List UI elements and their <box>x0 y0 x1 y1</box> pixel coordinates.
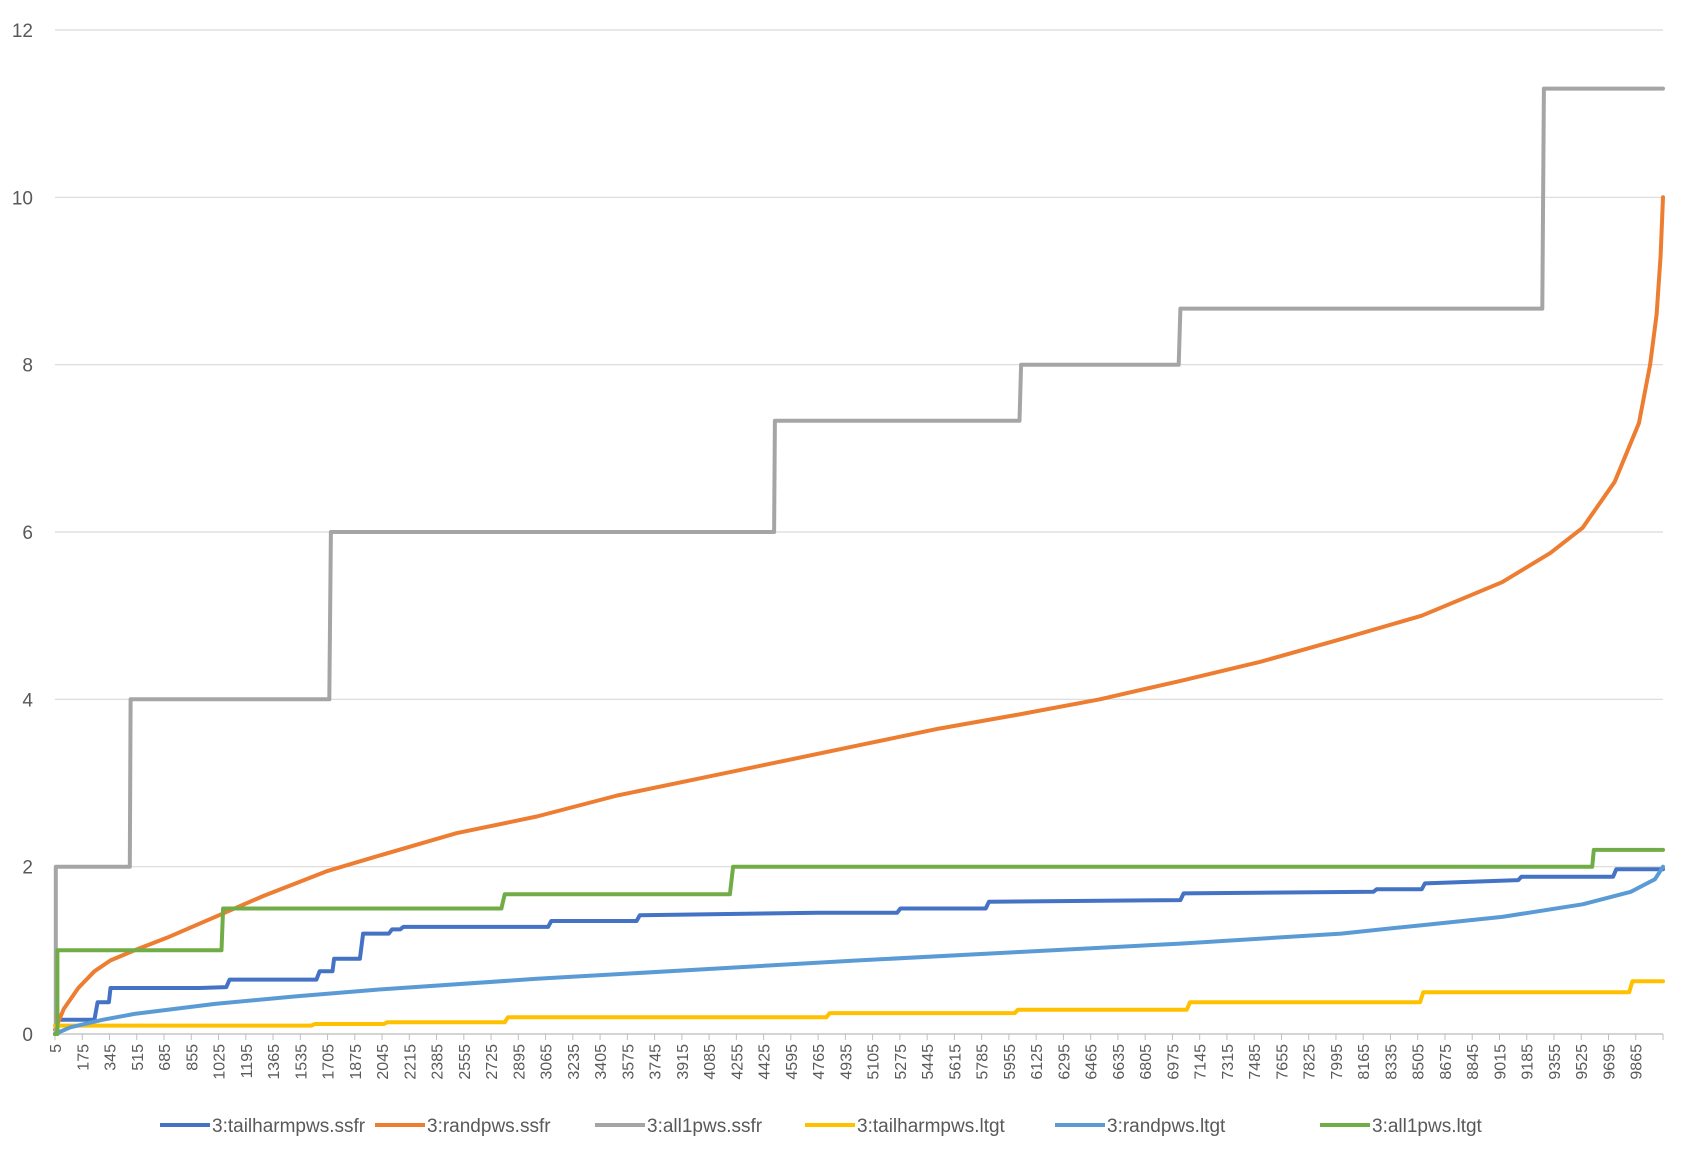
x-tick-label: 1535 <box>293 1044 310 1080</box>
x-tick-label: 1705 <box>321 1044 338 1080</box>
x-tick-label: 5615 <box>947 1044 964 1080</box>
x-tick-label: 6805 <box>1138 1044 1155 1080</box>
x-tick-label: 1875 <box>348 1044 365 1080</box>
x-tick-label: 7995 <box>1329 1044 1346 1080</box>
x-tick-label: 1365 <box>266 1044 283 1080</box>
y-axis-tick-labels: 0 2 4 6 8 10 12 <box>12 21 34 1046</box>
legend-label: 3:all1pws.ssfr <box>647 1116 763 1137</box>
x-tick-label: 1195 <box>239 1044 256 1079</box>
x-tick-label: 7145 <box>1193 1044 1210 1080</box>
series-line-3:randpws.ssfr <box>53 195 1665 1032</box>
x-tick-label: 5275 <box>893 1044 910 1080</box>
x-tick-label: 7485 <box>1247 1044 1264 1080</box>
x-tick-label: 6635 <box>1111 1044 1128 1080</box>
x-tick-label: 7825 <box>1302 1044 1319 1080</box>
y-tick-label: 10 <box>12 188 33 209</box>
x-tick-label: 9695 <box>1601 1044 1618 1080</box>
x-tick-label: 5 <box>48 1044 65 1053</box>
x-tick-label: 3915 <box>675 1044 692 1080</box>
x-tick-label: 7655 <box>1274 1044 1291 1080</box>
x-tick-label: 2725 <box>484 1044 501 1080</box>
y-tick-label: 8 <box>22 356 33 377</box>
x-tick-label: 2895 <box>511 1044 528 1080</box>
legend: 3:tailharmpws.ssfr 3:randpws.ssfr 3:all1pw… <box>160 1116 1483 1137</box>
x-tick-label: 9185 <box>1520 1044 1537 1080</box>
series-line-3:all1pws.ssfr <box>53 86 1665 1036</box>
series-lines <box>53 86 1665 1036</box>
x-tick-label: 2385 <box>430 1044 447 1080</box>
x-tick-label: 4425 <box>757 1044 774 1080</box>
x-tick-label: 6465 <box>1084 1044 1101 1080</box>
x-tick-label: 7315 <box>1220 1044 1237 1080</box>
x-tick-label: 9525 <box>1574 1044 1591 1080</box>
y-tick-label: 6 <box>22 523 33 544</box>
x-tick-label: 685 <box>157 1044 174 1071</box>
x-tick-label: 8165 <box>1356 1044 1373 1080</box>
x-tick-label: 345 <box>103 1044 120 1071</box>
legend-label: 3:tailharmpws.ssfr <box>212 1116 366 1137</box>
y-tick-label: 4 <box>22 690 33 711</box>
x-tick-label: 3405 <box>593 1044 610 1080</box>
x-tick-label: 4935 <box>838 1044 855 1080</box>
y-tick-label: 12 <box>12 21 33 42</box>
x-tick-label: 4085 <box>702 1044 719 1080</box>
x-tick-label: 3575 <box>620 1044 637 1080</box>
x-tick-label: 2045 <box>375 1044 392 1080</box>
x-tick-label: 2215 <box>402 1044 419 1080</box>
legend-label: 3:tailharmpws.ltgt <box>857 1116 1006 1137</box>
x-tick-label: 8675 <box>1438 1044 1455 1080</box>
x-tick-label: 2555 <box>457 1044 474 1080</box>
x-tick-label: 5105 <box>866 1044 883 1080</box>
x-tick-label: 8845 <box>1465 1044 1482 1080</box>
series-line-3:tailharmpws.ltgt <box>53 979 1665 1028</box>
x-tick-label: 4595 <box>784 1044 801 1080</box>
series-line-3:all1pws.ltgt <box>53 847 1665 1036</box>
x-tick-label: 9355 <box>1547 1044 1564 1080</box>
legend-label: 3:randpws.ssfr <box>427 1116 551 1137</box>
x-tick-label: 8335 <box>1383 1044 1400 1080</box>
y-tick-label: 2 <box>22 858 33 879</box>
x-tick-label: 6975 <box>1165 1044 1182 1080</box>
legend-label: 3:randpws.ltgt <box>1107 1116 1226 1137</box>
x-tick-label: 4255 <box>729 1044 746 1080</box>
x-tick-label: 515 <box>130 1044 147 1071</box>
x-tick-label: 6125 <box>1029 1044 1046 1080</box>
x-tick-label: 6295 <box>1056 1044 1073 1080</box>
x-tick-label: 5955 <box>1002 1044 1019 1080</box>
x-tick-label: 3745 <box>648 1044 665 1080</box>
x-tick-label: 9015 <box>1492 1044 1509 1080</box>
series-line-3:randpws.ltgt <box>53 864 1665 1036</box>
x-tick-label: 4765 <box>811 1044 828 1080</box>
x-tick-label: 5445 <box>920 1044 937 1080</box>
x-tick-label: 8505 <box>1411 1044 1428 1080</box>
legend-label: 3:all1pws.ltgt <box>1372 1116 1483 1137</box>
x-axis: 5 175 345 515 685 855 1025 1195 1365 1535 1705 1875… <box>48 1033 1664 1080</box>
x-tick-label: 5785 <box>975 1044 992 1080</box>
x-tick-label: 855 <box>184 1044 201 1071</box>
x-tick-label: 175 <box>75 1044 92 1071</box>
series-line-3:tailharmpws.ssfr <box>53 867 1665 1036</box>
x-tick-label: 9865 <box>1629 1044 1646 1080</box>
x-tick-label: 1025 <box>212 1044 229 1080</box>
x-tick-label: 3235 <box>566 1044 583 1080</box>
x-tick-label: 3065 <box>539 1044 556 1080</box>
y-tick-label: 0 <box>22 1025 33 1046</box>
